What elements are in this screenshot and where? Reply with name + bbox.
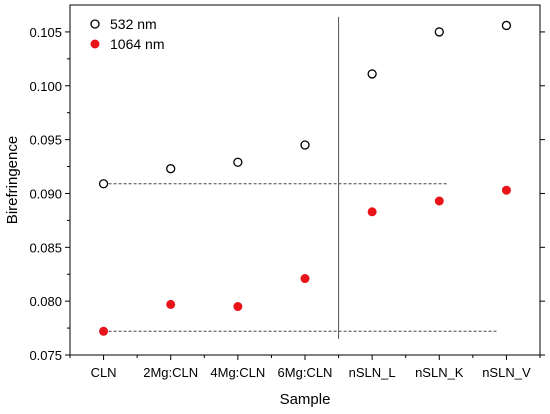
- point-1064nm: [367, 207, 377, 217]
- point-1064nm: [300, 274, 310, 284]
- x-tick-label: nSLN_V: [482, 365, 531, 380]
- reference-lines: [103, 16, 497, 339]
- x-tick-label: 6Mg:CLN: [278, 365, 333, 380]
- x-axis-title: Sample: [280, 391, 331, 408]
- legend: 532 nm 1064 nm: [90, 16, 164, 52]
- y-tick-label: 0.095: [29, 133, 62, 148]
- legend-marker: [90, 19, 100, 29]
- point-1064nm: [166, 299, 176, 309]
- point-532nm: [501, 20, 512, 31]
- plot-frame: [69, 4, 541, 356]
- y-tick-label: 0.080: [29, 294, 62, 309]
- point-532nm: [233, 157, 243, 167]
- point-532nm: [300, 140, 310, 150]
- y-tick-label: 0.085: [29, 240, 62, 255]
- point-1064nm: [501, 185, 511, 195]
- x-tick-label: 4Mg:CLN: [210, 365, 265, 380]
- y-tick-label: 0.100: [29, 79, 62, 94]
- x-tick-label: nSLN_L: [349, 365, 396, 380]
- point-532nm: [166, 164, 176, 174]
- point-532nm: [98, 179, 109, 189]
- point-1064nm: [99, 326, 109, 336]
- legend-marker: [90, 39, 100, 49]
- legend-label: 532 nm: [110, 16, 157, 32]
- x-tick-label: CLN: [91, 365, 117, 380]
- point-1064nm: [233, 302, 243, 312]
- point-532nm: [367, 69, 377, 79]
- y-tick-label: 0.090: [29, 186, 62, 201]
- x-axis: CLN 2Mg:CLN 4Mg:CLN 6Mg:CLN nSLN_L nSLN_K nSLN…: [69, 355, 541, 380]
- legend-label: 1064 nm: [110, 36, 164, 52]
- point-1064nm: [434, 196, 444, 206]
- y-tick-label: 0.105: [29, 25, 62, 40]
- y-tick-label: 0.075: [29, 348, 62, 363]
- x-tick-label: nSLN_K: [415, 365, 464, 380]
- x-tick-label: 2Mg:CLN: [143, 365, 198, 380]
- data-points: [98, 20, 512, 336]
- y-axis: 0.075 0.080 0.085 0.090 0.095 0.100 0.105: [29, 25, 545, 363]
- y-axis-title: Birefringence: [4, 136, 21, 224]
- point-532nm: [434, 27, 444, 37]
